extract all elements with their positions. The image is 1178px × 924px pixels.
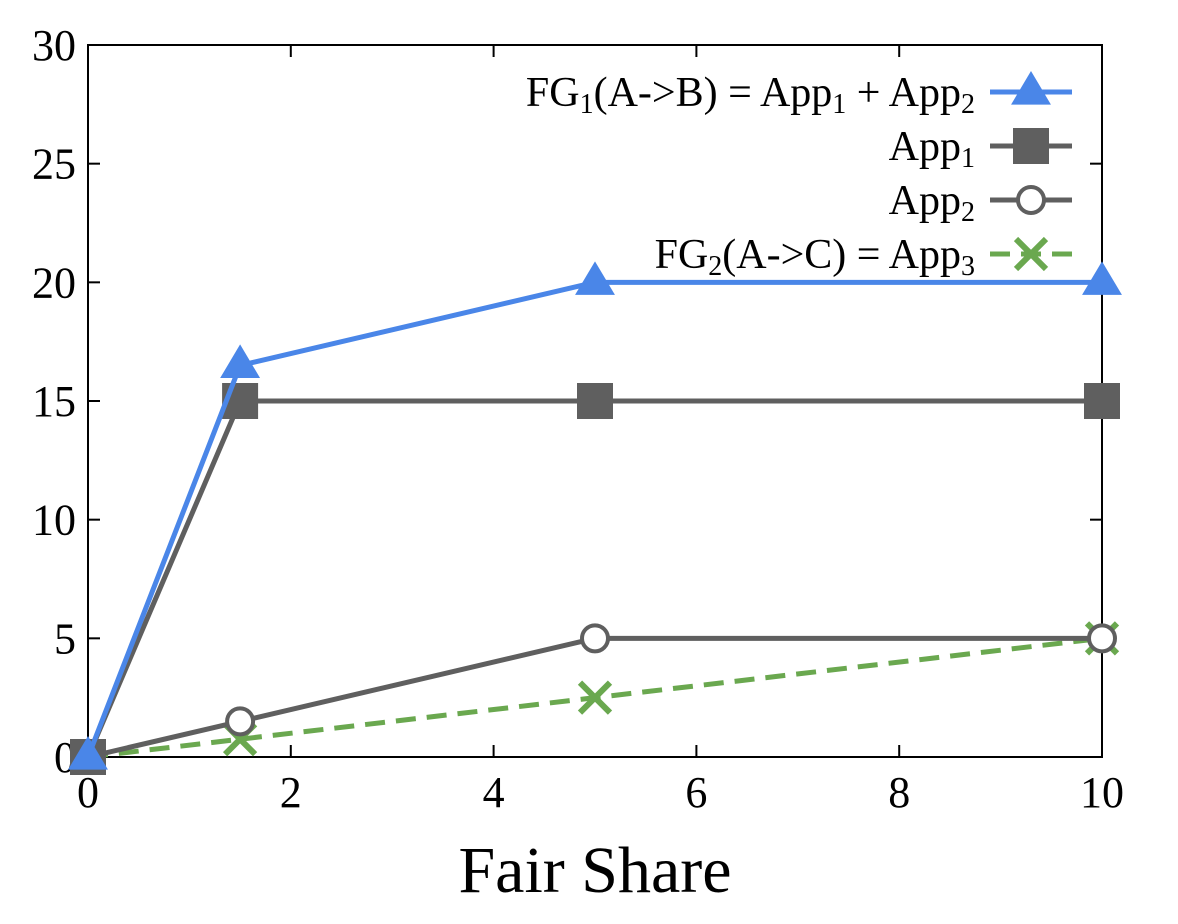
legend-label-subscript: 1	[580, 89, 594, 120]
marker-circle-open	[225, 706, 256, 737]
marker-triangle	[575, 261, 615, 295]
x-axis-title: Fair Share	[458, 834, 731, 907]
x-tick-label: 0	[77, 768, 99, 817]
legend-label-subscript: 3	[961, 251, 975, 282]
legend-label: FG1(A->B) = App1 + App2	[526, 70, 975, 120]
y-tick-label: 5	[54, 614, 76, 663]
legend-label: App1	[889, 124, 975, 174]
legend-label: App2	[889, 178, 975, 228]
x-marker-stroke	[1013, 236, 1049, 272]
x-marker-stroke	[577, 680, 613, 715]
marker-triangle-legend	[1011, 71, 1051, 105]
legend-label-subscript: 2	[961, 197, 975, 228]
marker-circle-open	[1087, 623, 1117, 654]
marker-x-legend	[1013, 236, 1049, 272]
marker-triangle	[220, 344, 261, 378]
legend-label-part: (A->B) = App	[594, 70, 833, 116]
marker-circle-open	[580, 623, 610, 654]
legend-entry-4: FG2(A->C) = App3	[655, 232, 1072, 282]
legend-label-part: App	[889, 178, 961, 224]
legend-entry-2: App1	[889, 124, 1072, 174]
legend: FG1(A->B) = App1 + App2App1App2FG2(A->C)…	[526, 70, 1072, 282]
y-tick-label: 15	[32, 377, 76, 426]
y-tick-label: 25	[32, 140, 76, 189]
series-lines	[68, 261, 1122, 775]
legend-label-part: FG	[526, 70, 580, 116]
series-2	[70, 383, 1120, 775]
legend-label-part: App	[889, 124, 961, 170]
legend-label-subscript: 1	[832, 89, 846, 120]
legend-label-part: + App	[846, 70, 961, 116]
marker-square-legend	[1013, 128, 1049, 164]
marker-square	[577, 383, 613, 419]
series-1	[68, 261, 1122, 770]
legend-entry-1: FG1(A->B) = App1 + App2	[526, 70, 1072, 120]
x-tick-label: 4	[483, 768, 505, 817]
y-tick-label: 30	[32, 21, 76, 70]
legend-label-subscript: 1	[961, 143, 975, 174]
marker-x	[577, 680, 613, 715]
legend-label-subscript: 2	[961, 89, 975, 120]
y-tick-label: 20	[32, 258, 76, 307]
legend-label-subscript: 2	[708, 251, 722, 282]
series-line	[85, 398, 1102, 758]
x-tick-label: 2	[280, 768, 302, 817]
series-line	[87, 635, 1102, 760]
marker-triangle	[68, 736, 108, 770]
marker-circle-open-legend	[1016, 185, 1046, 215]
legend-entry-3: App2	[889, 178, 1072, 228]
x-tick-label: 10	[1080, 768, 1124, 817]
marker-triangle	[1082, 261, 1122, 295]
legend-label-part: (A->C) = App	[722, 232, 961, 278]
legend-label-part: FG	[655, 232, 709, 278]
x-tick-label: 8	[888, 768, 910, 817]
y-tick-label: 10	[32, 496, 76, 545]
series-line	[85, 279, 1102, 758]
legend-label: FG2(A->C) = App3	[655, 232, 975, 282]
marker-square	[1084, 383, 1120, 419]
series-line	[87, 635, 1103, 760]
x-tick-label: 6	[685, 768, 707, 817]
